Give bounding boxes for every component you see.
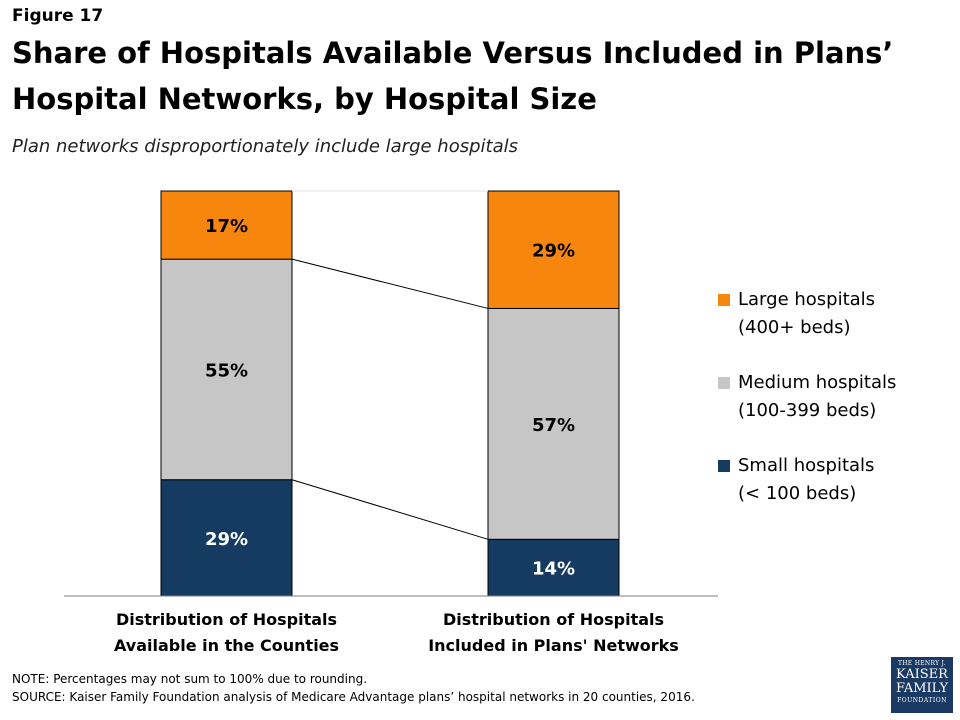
logo-line-2: KAISER: [896, 667, 948, 682]
kff-logo: THE HENRY J. KAISER FAMILY FOUNDATION: [891, 657, 953, 713]
data-label-large-2: 29%: [532, 241, 575, 262]
legend-item-large: Large hospitals (400+ beds): [718, 286, 958, 369]
bar-large-2: [487, 190, 620, 309]
legend-item-small: Small hospitals (< 100 beds): [718, 452, 958, 535]
data-label-small-1: 29%: [205, 529, 248, 550]
chart-title: Share of Hospitals Available Versus Incl…: [12, 36, 894, 116]
source-text: SOURCE: Kaiser Family Foundation analysi…: [12, 690, 695, 704]
data-label-medium-2: 57%: [532, 415, 575, 436]
chart-subtitle: Plan networks disproportionately include…: [12, 136, 518, 157]
legend-sublabel-large: (400+ beds): [738, 317, 851, 338]
legend-sublabel-medium: (100-399 beds): [738, 400, 877, 421]
legend: Large hospitals (400+ beds) Medium hospi…: [718, 286, 958, 535]
category-label-1-line-1: Distribution of Hospitals: [116, 610, 337, 629]
legend-swatch-large: [718, 294, 730, 306]
legend-label-medium: Medium hospitals: [738, 372, 897, 393]
data-label-medium-1: 55%: [205, 360, 248, 381]
legend-label-small: Small hospitals: [738, 455, 875, 476]
data-label-large-1: 17%: [205, 216, 248, 237]
legend-item-medium: Medium hospitals (100-399 beds): [718, 369, 958, 452]
bar-small-2: [487, 538, 620, 597]
footnotes: NOTE: Percentages may not sum to 100% du…: [12, 670, 695, 706]
data-label-small-2: 14%: [532, 559, 575, 580]
connector-line-1: [291, 479, 489, 540]
bar-medium-2: [487, 307, 620, 540]
logo-line-1: THE HENRY J.: [897, 660, 947, 667]
legend-swatch-small: [718, 460, 730, 472]
connector-line-2: [291, 258, 489, 309]
bar-medium-1: [160, 258, 293, 481]
note-text: NOTE: Percentages may not sum to 100% du…: [12, 672, 368, 686]
figure-label: Figure 17: [12, 6, 104, 26]
legend-label-large: Large hospitals: [738, 289, 876, 310]
category-label-1-line-2: Available in the Counties: [114, 636, 339, 655]
legend-sublabel-small: (< 100 beds): [738, 483, 857, 504]
category-label-2-line-2: Included in Plans' Networks: [428, 636, 679, 655]
legend-swatch-medium: [718, 377, 730, 389]
logo-line-4: FOUNDATION: [897, 697, 947, 704]
category-label-2-line-1: Distribution of Hospitals: [443, 610, 664, 629]
bar-large-1: [160, 190, 293, 260]
logo-line-3: FAMILY: [895, 681, 949, 696]
